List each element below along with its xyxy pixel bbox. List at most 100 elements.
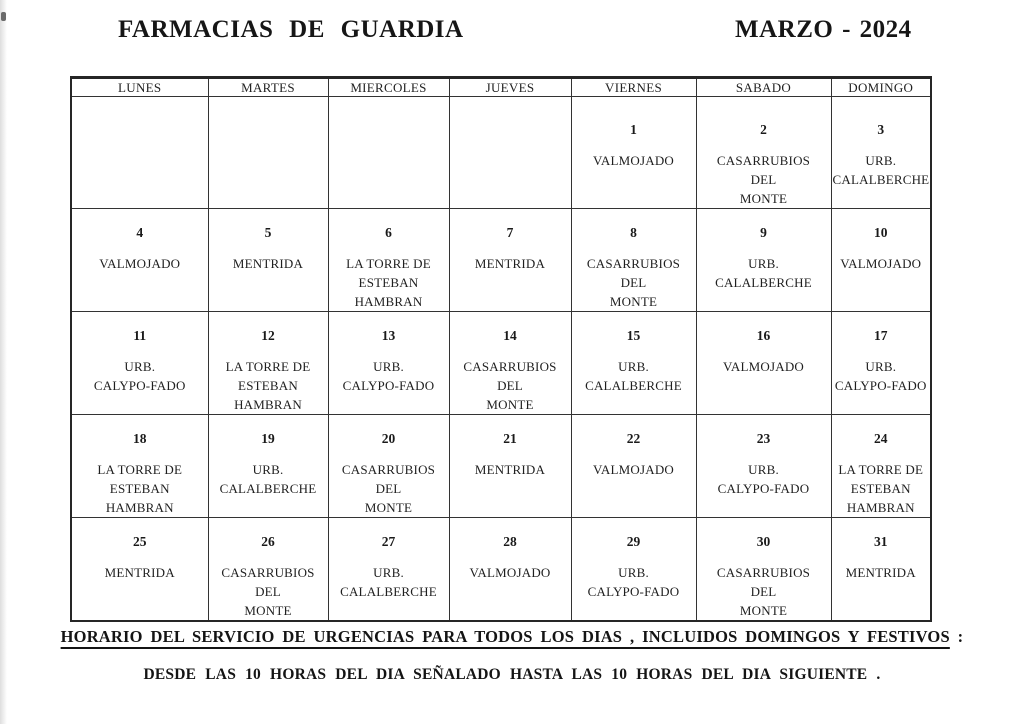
calendar-cell: 24 LA TORRE DE ESTEBAN HAMBRAN: [830, 414, 932, 518]
calendar-cell: [448, 96, 572, 209]
period-title: MARZO - 2024: [735, 16, 912, 43]
day-number: [210, 97, 327, 138]
pharmacy-name: URB. CALALBERCHE: [715, 256, 812, 290]
weekday-header-row: LUNES MARTES MIERCOLES JUEVES VIERNES SA…: [70, 77, 932, 97]
day-number: 29: [626, 534, 641, 549]
calendar-cell: 1 VALMOJADO: [570, 96, 697, 209]
pharmacy-name: MENTRIDA: [845, 565, 916, 580]
weekday-header-domingo: DOMINGO: [830, 77, 932, 97]
day-number: 13: [381, 328, 396, 343]
weekday-header-martes: MARTES: [207, 77, 329, 97]
pharmacy-name: CASARRUBIOS DEL MONTE: [586, 256, 681, 309]
calendar-cell: 2 CASARRUBIOS DEL MONTE: [695, 96, 832, 209]
pharmacy-name: VALMOJADO: [592, 153, 674, 168]
day-number: 5: [264, 225, 272, 240]
urgency-notice: HORARIO DEL SERVICIO DE URGENCIAS PARA T…: [0, 627, 1024, 647]
pharmacy-name: VALMOJADO: [99, 256, 181, 271]
pharmacy-name: MENTRIDA: [474, 462, 546, 477]
pharmacy-name: URB. CALALBERCHE: [832, 153, 930, 187]
day-number: 14: [503, 328, 517, 343]
pharmacy-name: CASARRUBIOS DEL MONTE: [341, 462, 436, 515]
pharmacy-name: URB. CALYPO-FADO: [342, 359, 435, 393]
pharmacy-name: URB. CALYPO-FADO: [93, 359, 186, 393]
pharmacy-name: VALMOJADO: [592, 462, 674, 477]
scan-edge-shadow: [0, 0, 7, 724]
calendar-cell: 19 URB. CALALBERCHE: [207, 414, 329, 518]
day-number: 7: [506, 225, 514, 240]
pharmacy-name: CASARRUBIOS DEL MONTE: [221, 565, 315, 618]
week-row: 4 VALMOJADO 5 MENTRIDA 6 LA TORRE DE ESTEBA…: [70, 208, 932, 312]
weekday-header-miercoles: MIERCOLES: [327, 77, 450, 97]
calendar-cell: 10 VALMOJADO: [830, 208, 932, 312]
calendar-table: LUNES MARTES MIERCOLES JUEVES VIERNES SA…: [70, 76, 932, 622]
day-number: 2: [760, 122, 767, 137]
calendar-cell: 12 LA TORRE DE ESTEBAN HAMBRAN: [207, 311, 329, 415]
day-number: 21: [503, 431, 517, 446]
pharmacy-name: URB. CALALBERCHE: [340, 565, 437, 599]
pharmacy-name: URB. CALALBERCHE: [219, 462, 317, 496]
day-number: 24: [874, 431, 888, 446]
calendar-cell: 5 MENTRIDA: [207, 208, 329, 312]
page-title: FARMACIAS DE GUARDIA: [118, 16, 464, 43]
day-number: 26: [261, 534, 275, 549]
weekday-header-jueves: JUEVES: [448, 77, 572, 97]
calendar-cell: 14 CASARRUBIOS DEL MONTE: [448, 311, 572, 415]
calendar-cell: 11 URB. CALYPO-FADO: [70, 311, 209, 415]
day-number: 25: [133, 534, 147, 549]
calendar-cell: [327, 96, 450, 209]
day-number: 23: [756, 431, 771, 446]
day-number: 4: [136, 225, 144, 240]
day-number: 30: [756, 534, 771, 549]
day-number: 10: [874, 225, 888, 240]
day-number: 12: [261, 328, 275, 343]
pharmacy-name: LA TORRE DE ESTEBAN HAMBRAN: [838, 462, 924, 515]
pharmacy-name: VALMOJADO: [722, 359, 804, 374]
urgency-notice-colon: :: [949, 627, 964, 646]
calendar-cell: [70, 96, 209, 209]
pharmacy-name: URB. CALYPO-FADO: [834, 359, 927, 393]
calendar-cell: [207, 96, 329, 209]
calendar-cell: 8 CASARRUBIOS DEL MONTE: [570, 208, 697, 312]
calendar-cell: 31 MENTRIDA: [830, 517, 932, 622]
calendar-cell: 3 URB. CALALBERCHE: [830, 96, 932, 209]
pharmacy-name: URB. CALALBERCHE: [585, 359, 682, 393]
day-number: 31: [874, 534, 888, 549]
calendar-cell: 21 MENTRIDA: [448, 414, 572, 518]
day-number: [73, 97, 207, 138]
day-number: 15: [626, 328, 641, 343]
day-number: 16: [756, 328, 771, 343]
calendar-cell: 28 VALMOJADO: [448, 517, 572, 622]
calendar-cell: 25 MENTRIDA: [70, 517, 209, 622]
pharmacy-name: CASARRUBIOS DEL MONTE: [463, 359, 557, 412]
day-number: 17: [874, 328, 888, 343]
day-number: 6: [385, 225, 392, 240]
day-number: 27: [381, 534, 396, 549]
calendar-cell: 13 URB. CALYPO-FADO: [327, 311, 450, 415]
calendar-cell: 22 VALMOJADO: [570, 414, 697, 518]
calendar-cell: 26 CASARRUBIOS DEL MONTE: [207, 517, 329, 622]
day-number: 1: [630, 122, 637, 137]
week-row: 1 VALMOJADO 2 CASARRUBIOS DEL MONTE 3 URB. …: [70, 96, 932, 209]
pharmacy-name: CASARRUBIOS DEL MONTE: [716, 565, 811, 618]
weekday-header-sabado: SABADO: [695, 77, 832, 97]
pharmacy-name: MENTRIDA: [104, 565, 175, 580]
day-number: 9: [760, 225, 767, 240]
urgency-notice-text: HORARIO DEL SERVICIO DE URGENCIAS PARA T…: [60, 627, 950, 646]
calendar-cell: 18 LA TORRE DE ESTEBAN HAMBRAN: [70, 414, 209, 518]
week-row: 25 MENTRIDA 26 CASARRUBIOS DEL MONTE 27 URB…: [70, 517, 932, 622]
calendar-cell: 17 URB. CALYPO-FADO: [830, 311, 932, 415]
calendar-cell: 16 VALMOJADO: [695, 311, 832, 415]
pharmacy-name: MENTRIDA: [474, 256, 546, 271]
calendar-cell: 9 URB. CALALBERCHE: [695, 208, 832, 312]
pharmacy-name: VALMOJADO: [469, 565, 551, 580]
day-number: [451, 97, 570, 138]
day-number: 22: [626, 431, 641, 446]
calendar-cell: 27 URB. CALALBERCHE: [327, 517, 450, 622]
calendar-cell: 7 MENTRIDA: [448, 208, 572, 312]
calendar-cell: 4 VALMOJADO: [70, 208, 209, 312]
calendar-cell: 6 LA TORRE DE ESTEBAN HAMBRAN: [327, 208, 450, 312]
day-number: 3: [877, 122, 885, 137]
week-row: 11 URB. CALYPO-FADO 12 LA TORRE DE ESTEBAN…: [70, 311, 932, 415]
schedule-detail: DESDE LAS 10 HORAS DEL DIA SEÑALADO HAST…: [143, 666, 881, 683]
